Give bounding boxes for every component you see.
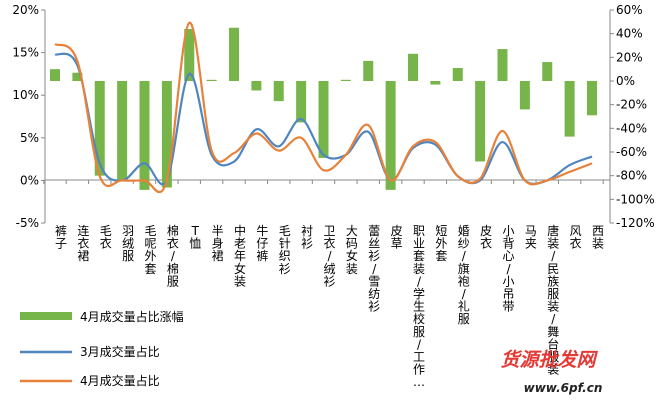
category-label: 风衣 — [570, 224, 582, 251]
bar — [430, 81, 441, 85]
category-label: 婚纱/旗袍/礼服 — [458, 224, 470, 326]
bar — [475, 81, 486, 162]
right-tick-label: -80% — [616, 169, 647, 183]
category-label: 小背心/小吊带 — [502, 224, 514, 314]
right-tick-label: -40% — [616, 121, 647, 135]
category-label: 衬衫 — [301, 224, 313, 251]
category-label: 唐装/民族服装/舞台服装 — [547, 223, 559, 377]
right-tick-label: 60% — [616, 3, 643, 17]
right-tick-label: -100% — [616, 192, 655, 206]
bar — [139, 81, 150, 190]
bar — [94, 81, 105, 176]
category-label: 毛针织衫 — [279, 224, 291, 276]
bar — [452, 67, 463, 81]
right-tick-label: -20% — [616, 98, 647, 112]
bar-series — [50, 27, 597, 190]
category-label: 皮衣 — [480, 224, 492, 251]
bar — [184, 28, 195, 81]
bar — [72, 72, 83, 81]
line-series — [54, 21, 593, 194]
bar — [542, 62, 553, 81]
bar — [50, 69, 60, 81]
left-tick-label: 0% — [20, 173, 39, 187]
category-label: 牛仔裤 — [256, 223, 268, 263]
left-tick-label: 5% — [20, 131, 39, 145]
left-tick-label: 20% — [12, 3, 39, 17]
category-label: 西装 — [592, 224, 604, 251]
bar — [206, 79, 217, 81]
legend-line2-label: 4月成交量占比 — [80, 373, 160, 388]
watermark: 货源批发网 www.6pf.cn — [500, 349, 602, 395]
category-label: 卫衣/绒衫 — [323, 224, 335, 288]
legend: 4月成交量占比涨幅 3月成交量占比 4月成交量占比 — [20, 309, 184, 388]
bar — [564, 81, 575, 137]
right-tick-label: -60% — [616, 145, 647, 159]
category-label: 大码女装 — [346, 224, 358, 276]
right-tick-label: -120% — [616, 216, 655, 230]
category-label: 短外套 — [435, 224, 447, 263]
bar — [251, 81, 262, 91]
legend-bar-swatch — [20, 312, 72, 320]
watermark-url: www.6pf.cn — [524, 381, 603, 395]
right-tick-label: 0% — [616, 74, 635, 88]
bar — [408, 53, 418, 81]
right-tick-label: 40% — [616, 27, 643, 41]
left-tick-label: 15% — [12, 46, 39, 60]
bar — [340, 79, 351, 81]
category-label: 中老年女装 — [234, 223, 246, 288]
bar — [161, 81, 172, 188]
bar — [385, 81, 396, 190]
left-tick-label: -5% — [16, 216, 39, 230]
line-april — [54, 21, 593, 194]
category-label: 毛衣 — [100, 224, 112, 251]
left-tick-label: 10% — [12, 88, 39, 102]
category-label: 蕾丝衫/雪纺衫 — [368, 224, 380, 314]
category-label: 连衣裙 — [77, 223, 89, 263]
category-label: 半身裙 — [212, 224, 224, 263]
bar — [363, 60, 374, 81]
category-label: 羽绒服 — [122, 224, 134, 263]
line-march — [54, 52, 593, 186]
category-label: 裤子 — [55, 224, 67, 251]
category-label: 皮草 — [391, 224, 403, 251]
bar — [273, 81, 284, 102]
category-label: 马夹 — [525, 224, 537, 251]
bar — [587, 81, 597, 116]
category-label: 职业套装/学生校服/工作… — [413, 224, 425, 389]
bar — [229, 27, 239, 81]
tick-labels: -5% 0% 5% 10% 15% 20% -120% -100% -80% -60% -40% -2… — [12, 3, 654, 230]
right-tick-label: 20% — [616, 50, 643, 64]
bar — [519, 81, 530, 110]
bar — [497, 49, 508, 81]
category-label: 棉衣/棉服 — [167, 224, 179, 288]
bar — [318, 81, 329, 158]
legend-line1-label: 3月成交量占比 — [80, 344, 160, 359]
category-label: 毛呢外套 — [144, 224, 156, 276]
bar — [296, 81, 307, 123]
bar — [117, 81, 128, 182]
watermark-title: 货源批发网 — [500, 349, 598, 371]
legend-bar-label: 4月成交量占比涨幅 — [80, 309, 184, 324]
